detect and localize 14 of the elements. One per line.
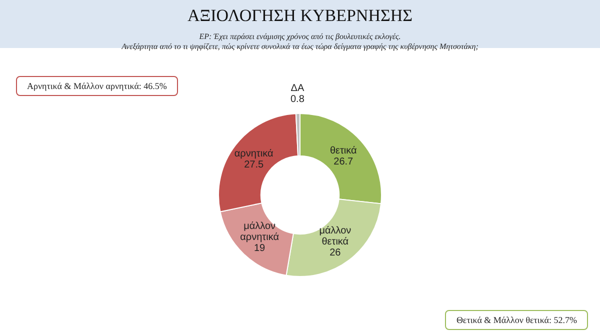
data-label: 19: [254, 242, 266, 254]
data-label: 27.5: [244, 160, 264, 171]
data-label: 26.7: [334, 156, 354, 168]
slice-label: θετικά: [330, 145, 358, 156]
text: Θετικά & Μάλλον θετικά: 52.7%: [445, 310, 588, 330]
slice-label: μάλλον θετικά: [319, 225, 352, 248]
slice-label: ΔΑ: [290, 82, 304, 94]
data-label: 26: [330, 247, 342, 258]
chart-subtitle: ΕΡ: Έχει περάσει ενάμισης χρόνος από τις βουλευτικές εκλογές. Ανεξάρτητα από το τι ψηφίζετε, πώς κρίνετε συνολικά τα έως τώρα δείγματα γραφής της κυβέρνησης Μητσοτάκη;: [120, 32, 480, 52]
chart-title: ΑΞΙΟΛΟΓΗΣΗ ΚΥΒΕΡΝΗΣΗΣ: [186, 6, 414, 26]
slice-label: αρνητικά: [234, 148, 274, 160]
text: Αρνητικά & Μάλλον αρνητικά: 46.5%: [16, 76, 178, 96]
data-label: 0.8: [290, 94, 305, 105]
slice-label: μάλλον αρνητικά: [240, 220, 280, 243]
